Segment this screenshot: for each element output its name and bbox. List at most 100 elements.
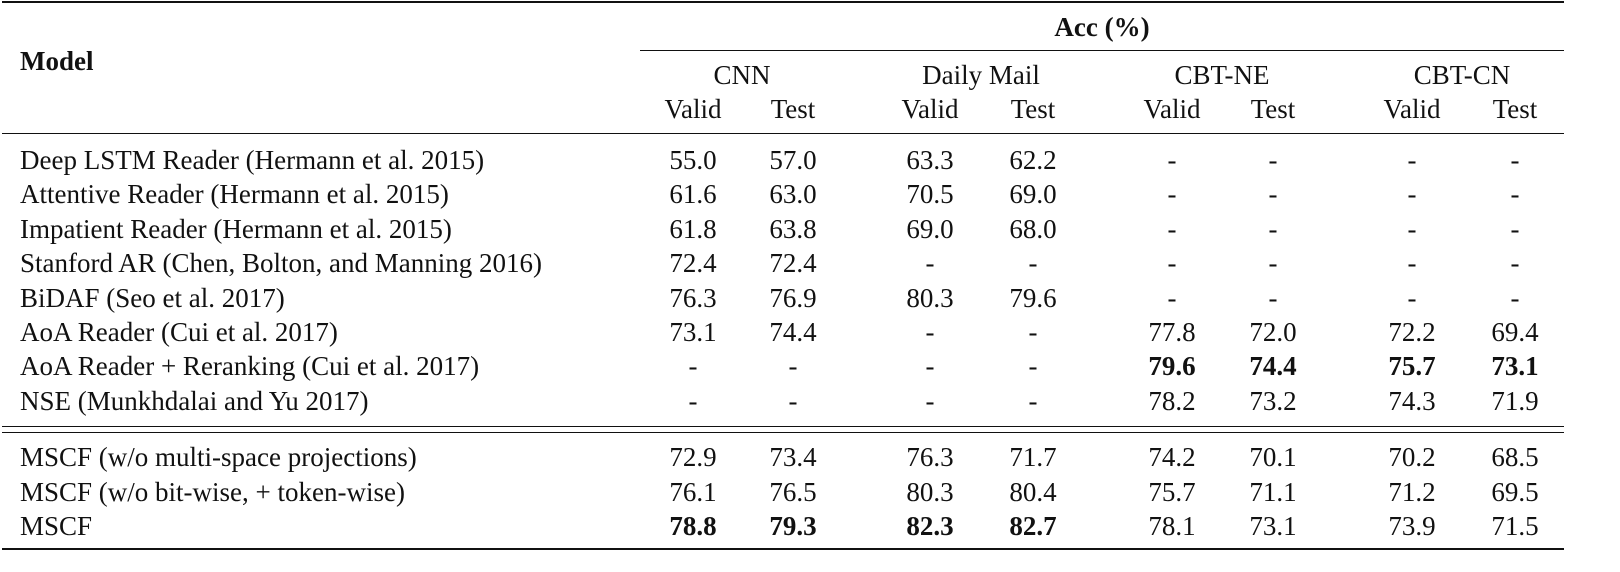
cell-value: 80.3 xyxy=(906,282,954,313)
cell-value: 71.5 xyxy=(1491,511,1539,541)
cell-value: 74.3 xyxy=(1388,385,1436,416)
acc-header: Acc (%) xyxy=(1054,12,1150,42)
cell-value: - xyxy=(1510,213,1520,244)
cell-value: - xyxy=(1268,248,1278,279)
cell-value: - xyxy=(1510,179,1520,210)
cell-value: - xyxy=(1510,248,1520,279)
cell-value: 69.0 xyxy=(906,213,954,244)
cell-value: 76.3 xyxy=(906,442,954,472)
cell-value: - xyxy=(1268,213,1278,244)
cell-value: 75.7 xyxy=(1388,351,1436,382)
header-rule xyxy=(2,133,1564,134)
cell-value: 75.7 xyxy=(1148,476,1196,507)
cell-value: - xyxy=(925,351,935,382)
cell-value: 63.3 xyxy=(906,145,954,175)
cell-value: - xyxy=(1407,213,1417,244)
model-name: Deep LSTM Reader (Hermann et al. 2015) xyxy=(20,145,485,175)
cell-value: 80.3 xyxy=(906,476,954,507)
cell-value: 55.0 xyxy=(669,145,717,175)
cell-value: - xyxy=(1167,145,1177,175)
cell-value: - xyxy=(688,351,698,382)
cell-value: 74.4 xyxy=(769,317,817,347)
cell-value: 68.5 xyxy=(1491,442,1539,472)
cell-value: 82.3 xyxy=(906,511,954,541)
model-name: AoA Reader (Cui et al. 2017) xyxy=(20,317,338,347)
cell-value: - xyxy=(925,317,935,347)
cell-value: - xyxy=(1167,248,1177,279)
cell-value: - xyxy=(788,385,798,416)
cell-value: 74.2 xyxy=(1148,442,1196,472)
cell-value: 71.9 xyxy=(1491,385,1539,416)
sub-header: Test xyxy=(1010,94,1056,124)
cell-value: - xyxy=(688,385,698,416)
model-header: Model xyxy=(20,46,94,76)
sub-header: Valid xyxy=(664,94,722,124)
model-name: MSCF xyxy=(20,511,93,541)
group-header: CBT-CN xyxy=(1413,60,1511,90)
cell-value: 78.8 xyxy=(669,511,717,541)
cell-value: 69.0 xyxy=(1009,179,1057,210)
cell-value: - xyxy=(1028,317,1038,347)
model-name: Attentive Reader (Hermann et al. 2015) xyxy=(20,179,449,210)
model-name: Stanford AR (Chen, Bolton, and Manning 2… xyxy=(20,248,542,279)
cell-value: 73.2 xyxy=(1249,385,1297,416)
cell-value: 78.1 xyxy=(1148,511,1196,541)
cell-value: - xyxy=(1167,213,1177,244)
cell-value: 62.2 xyxy=(1009,145,1057,175)
cell-value: - xyxy=(925,248,935,279)
cell-value: - xyxy=(1407,145,1417,175)
top-rule xyxy=(2,1,1564,3)
model-name: Impatient Reader (Hermann et al. 2015) xyxy=(20,213,452,244)
cell-value: 73.1 xyxy=(1249,511,1297,541)
cell-value: 68.0 xyxy=(1009,213,1057,244)
cell-value: 73.1 xyxy=(1491,351,1539,382)
cell-value: - xyxy=(1028,351,1038,382)
cell-value: 72.2 xyxy=(1388,317,1436,347)
cell-value: - xyxy=(1407,248,1417,279)
cell-value: - xyxy=(925,385,935,416)
cell-value: 79.6 xyxy=(1148,351,1196,382)
cell-value: 76.5 xyxy=(769,476,817,507)
cell-value: 69.4 xyxy=(1491,317,1539,347)
cell-value: 73.4 xyxy=(769,442,817,472)
sub-header: Test xyxy=(1250,94,1296,124)
model-name: MSCF (w/o multi-space projections) xyxy=(20,442,417,472)
cell-value: 71.7 xyxy=(1009,442,1057,472)
cell-value: 80.4 xyxy=(1009,476,1057,507)
sub-header: Valid xyxy=(901,94,959,124)
cell-value: 70.2 xyxy=(1388,442,1436,472)
cell-value: - xyxy=(1028,385,1038,416)
model-name: AoA Reader + Reranking (Cui et al. 2017) xyxy=(20,351,480,382)
cell-value: 71.2 xyxy=(1388,476,1436,507)
cell-value: - xyxy=(788,351,798,382)
model-name: BiDAF (Seo et al. 2017) xyxy=(20,282,285,313)
cell-value: 82.7 xyxy=(1009,511,1057,541)
cell-value: 79.6 xyxy=(1009,282,1057,313)
section-rule xyxy=(2,432,1564,433)
cell-value: - xyxy=(1510,145,1520,175)
group-header: Daily Mail xyxy=(922,60,1040,90)
cell-value: 70.1 xyxy=(1249,442,1297,472)
cell-value: 79.3 xyxy=(769,511,817,541)
cell-value: - xyxy=(1167,282,1177,313)
section-rule xyxy=(2,426,1564,427)
cell-value: 72.0 xyxy=(1249,317,1297,347)
sub-header: Valid xyxy=(1383,94,1441,124)
cell-value: 76.3 xyxy=(669,282,717,313)
cell-value: 73.1 xyxy=(669,317,717,347)
cell-value: - xyxy=(1407,179,1417,210)
cell-value: 74.4 xyxy=(1249,351,1297,382)
cell-value: 61.8 xyxy=(669,213,717,244)
sub-header: Valid xyxy=(1143,94,1201,124)
cell-value: 73.9 xyxy=(1388,511,1436,541)
sub-header: Test xyxy=(770,94,816,124)
cell-value: 61.6 xyxy=(669,179,717,210)
cell-value: - xyxy=(1407,282,1417,313)
cell-value: - xyxy=(1167,179,1177,210)
cell-value: - xyxy=(1268,145,1278,175)
cell-value: 78.2 xyxy=(1148,385,1196,416)
model-name: NSE (Munkhdalai and Yu 2017) xyxy=(20,385,369,416)
cell-value: 57.0 xyxy=(769,145,817,175)
cell-value: - xyxy=(1028,248,1038,279)
